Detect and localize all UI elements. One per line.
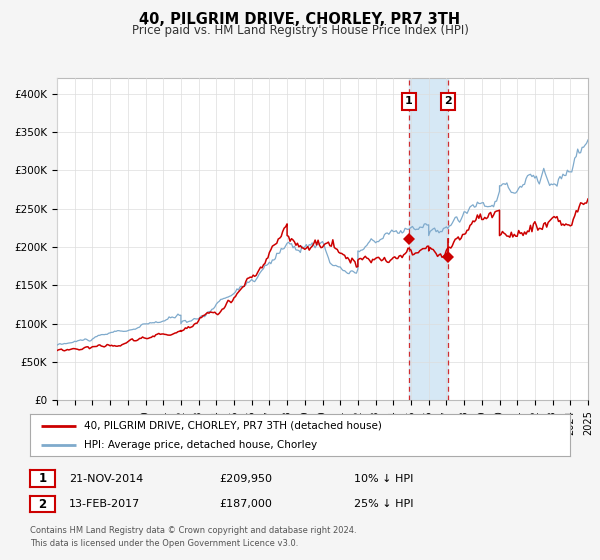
Text: £187,000: £187,000 bbox=[219, 499, 272, 509]
Text: £209,950: £209,950 bbox=[219, 474, 272, 484]
Bar bbox=[409, 78, 448, 400]
Text: 40, PILGRIM DRIVE, CHORLEY, PR7 3TH: 40, PILGRIM DRIVE, CHORLEY, PR7 3TH bbox=[139, 12, 461, 27]
Text: 21-NOV-2014: 21-NOV-2014 bbox=[69, 474, 143, 484]
Text: Price paid vs. HM Land Registry's House Price Index (HPI): Price paid vs. HM Land Registry's House … bbox=[131, 24, 469, 36]
Text: 25% ↓ HPI: 25% ↓ HPI bbox=[354, 499, 413, 509]
Text: Contains HM Land Registry data © Crown copyright and database right 2024.
This d: Contains HM Land Registry data © Crown c… bbox=[30, 526, 356, 548]
Text: 2: 2 bbox=[444, 96, 452, 106]
Text: HPI: Average price, detached house, Chorley: HPI: Average price, detached house, Chor… bbox=[84, 440, 317, 450]
Text: 10% ↓ HPI: 10% ↓ HPI bbox=[354, 474, 413, 484]
Text: 40, PILGRIM DRIVE, CHORLEY, PR7 3TH (detached house): 40, PILGRIM DRIVE, CHORLEY, PR7 3TH (det… bbox=[84, 421, 382, 431]
Text: 1: 1 bbox=[405, 96, 413, 106]
Text: 2: 2 bbox=[38, 497, 47, 511]
Text: 13-FEB-2017: 13-FEB-2017 bbox=[69, 499, 140, 509]
Text: 1: 1 bbox=[38, 472, 47, 486]
